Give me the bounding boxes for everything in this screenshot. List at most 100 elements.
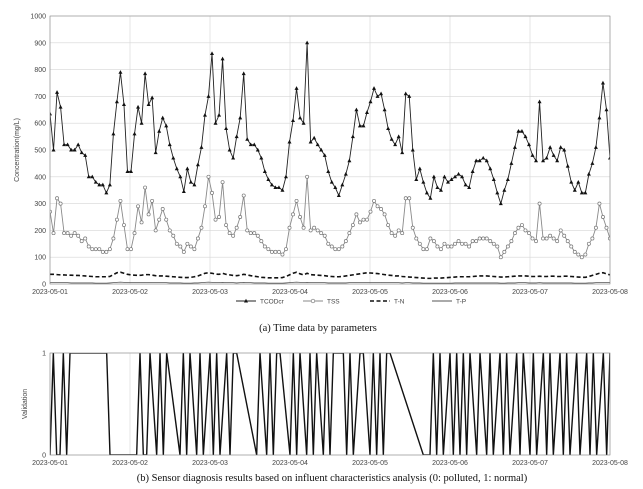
data-point-tcodcr — [347, 158, 352, 163]
series-line-tss — [50, 176, 610, 259]
data-point-tss — [544, 236, 549, 241]
data-point-tcodcr — [474, 158, 479, 163]
data-point-tcodcr — [234, 134, 239, 139]
data-point-tss — [505, 244, 510, 249]
data-point-tcodcr — [118, 70, 123, 74]
chart-b-x-tick-label: 2023-05-02 — [112, 460, 148, 467]
data-point-tss — [354, 212, 359, 217]
data-point-tcodcr — [171, 155, 176, 160]
data-point-tss — [58, 201, 63, 206]
data-point-tss — [502, 249, 507, 254]
data-point-tcodcr — [280, 188, 285, 192]
data-point-tss — [217, 215, 222, 219]
data-point-tcodcr — [58, 104, 63, 109]
data-point-tcodcr — [90, 174, 95, 179]
legend-marker-tcodcr — [244, 298, 248, 303]
data-point-tss — [403, 196, 408, 201]
data-point-tss — [262, 244, 267, 249]
chart-a-x-tick-label: 2023-05-01 — [32, 289, 68, 296]
data-point-tss — [519, 223, 524, 227]
data-point-tcodcr — [62, 142, 67, 147]
data-point-tss — [315, 228, 320, 233]
data-point-tcodcr — [93, 179, 98, 184]
data-point-tcodcr — [445, 179, 450, 184]
data-point-tss — [400, 231, 405, 236]
data-point-tss — [150, 198, 155, 203]
data-point-tcodcr — [498, 201, 503, 206]
chart-b-x-tick-label: 2023-05-06 — [432, 460, 468, 467]
chart-a-x-tick-label: 2023-05-03 — [192, 289, 228, 296]
data-point-tss — [516, 225, 521, 230]
data-point-tcodcr — [453, 174, 458, 179]
data-point-tcodcr — [382, 107, 387, 112]
chart-a-y-tick-label: 600 — [34, 121, 46, 128]
data-point-tcodcr — [424, 190, 429, 195]
data-point-tss — [396, 228, 401, 233]
data-point-tcodcr — [245, 137, 250, 141]
data-point-tss — [114, 217, 119, 222]
data-point-tcodcr — [107, 182, 112, 187]
data-point-tcodcr — [340, 182, 345, 187]
data-point-tcodcr — [287, 139, 292, 144]
data-point-tcodcr — [428, 196, 433, 200]
chart-b-x-tick-label: 2023-05-05 — [352, 460, 388, 467]
data-point-tss — [389, 231, 394, 236]
data-point-tcodcr — [583, 190, 588, 195]
data-point-tcodcr — [224, 126, 229, 131]
data-point-tcodcr — [417, 166, 422, 171]
data-point-tss — [153, 228, 158, 233]
data-point-tss — [97, 247, 102, 252]
data-point-tcodcr — [273, 185, 278, 190]
data-point-tss — [76, 233, 81, 238]
data-point-tcodcr — [544, 155, 549, 160]
data-point-tcodcr — [608, 155, 610, 160]
data-point-tcodcr — [329, 179, 334, 184]
legend-label-t-p: T-P — [456, 299, 466, 306]
data-point-tcodcr — [129, 169, 134, 173]
data-point-tss — [100, 249, 105, 254]
data-point-tcodcr — [50, 111, 52, 116]
data-point-tcodcr — [301, 121, 306, 125]
data-point-tss — [62, 231, 67, 236]
data-point-tss — [579, 255, 584, 260]
data-point-tcodcr — [160, 115, 165, 120]
data-point-tcodcr — [386, 126, 391, 131]
data-point-tcodcr — [523, 134, 528, 139]
data-point-tss — [424, 247, 429, 252]
data-point-tss — [255, 233, 260, 238]
chart-a-x-tick-labels: 2023-05-01 2023-05-02 2023-05-03 2023-05-04… — [32, 289, 628, 296]
data-point-tcodcr — [136, 104, 141, 109]
data-point-tss — [442, 241, 447, 246]
data-point-tcodcr — [181, 189, 186, 194]
data-point-tss — [107, 247, 112, 252]
data-point-tss — [178, 244, 183, 249]
data-point-tss — [386, 223, 391, 227]
chart-b-x-tick-label: 2023-05-01 — [32, 460, 68, 467]
data-point-tss — [375, 204, 380, 209]
data-point-tss — [248, 231, 253, 236]
data-point-tcodcr — [343, 171, 348, 176]
data-point-tss — [266, 247, 271, 252]
data-point-tss — [129, 247, 133, 252]
data-point-tss — [456, 239, 461, 244]
data-point-tcodcr — [121, 102, 126, 106]
data-point-tcodcr — [530, 153, 535, 157]
data-point-tss — [372, 198, 376, 203]
data-point-tss — [210, 190, 214, 195]
data-point-tss — [417, 241, 422, 246]
data-point-tss — [449, 244, 454, 249]
data-point-tcodcr — [308, 139, 313, 144]
data-point-tcodcr — [55, 90, 60, 94]
chart-a-x-tick-label: 2023-05-08 — [592, 289, 628, 296]
data-point-tcodcr — [379, 91, 384, 96]
data-point-tcodcr — [322, 153, 327, 157]
data-point-tcodcr — [312, 135, 317, 140]
data-point-tcodcr — [364, 110, 369, 114]
data-point-tcodcr — [526, 142, 531, 147]
data-point-tcodcr — [495, 190, 500, 195]
data-point-tcodcr — [97, 182, 102, 187]
data-point-tcodcr — [389, 137, 394, 141]
data-point-tss — [287, 225, 292, 230]
data-point-tcodcr — [350, 134, 355, 139]
